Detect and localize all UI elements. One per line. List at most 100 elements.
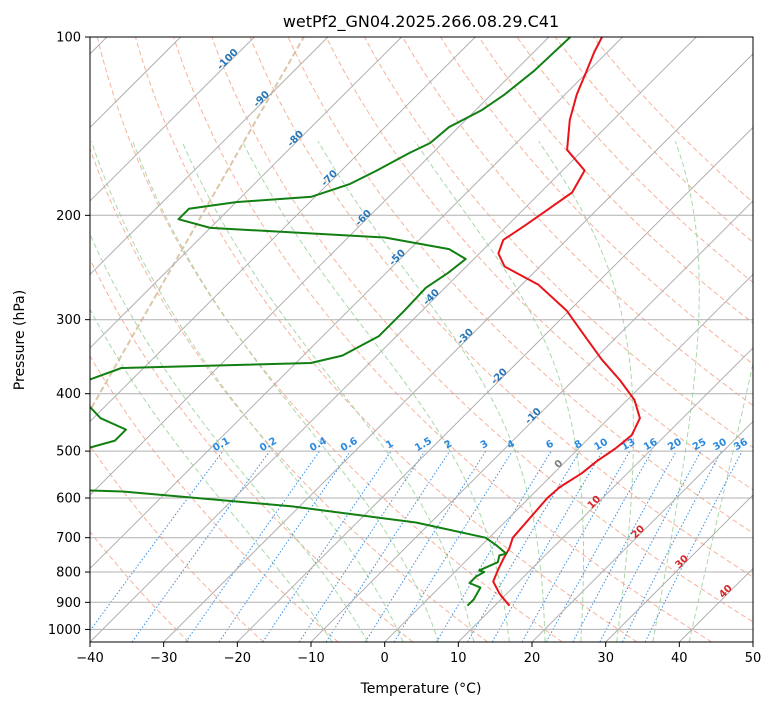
mixing-ratio-label: 6: [544, 438, 556, 451]
isotherm-label: 40: [717, 583, 735, 601]
mixing-ratio-line: [572, 450, 677, 642]
dry-adiabat-line: [402, 37, 753, 407]
y-tick-label: 900: [56, 596, 81, 611]
y-tick-label: 300: [56, 313, 81, 328]
isotherm-line: [310, 200, 753, 642]
mixing-ratio-line: [90, 450, 224, 632]
temperature-profile-line: [492, 37, 641, 607]
dry-adiabat-line: [90, 355, 339, 642]
mixing-ratio-line: [325, 450, 451, 642]
moist-adiabat-line: [90, 141, 404, 642]
isotherm-line: [90, 37, 623, 570]
dry-adiabat-line: [211, 37, 753, 623]
dry-adiabat-line: [90, 147, 488, 642]
moist-adiabats: [90, 141, 753, 642]
mixing-ratio-line: [298, 450, 426, 642]
dry-adiabat-line: [440, 37, 753, 365]
x-tick-label: −20: [224, 651, 251, 666]
isotherm-label: -80: [286, 129, 307, 150]
chart-title: wetPf2_GN04.2025.266.08.29.C41: [283, 12, 559, 32]
y-tick-label: 1000: [48, 623, 81, 638]
dry-adiabat-line: [287, 37, 753, 534]
y-axis-ticks: 100 200 300 400 500 600 700 800 900 1000: [48, 31, 90, 638]
mixing-ratio-label: 8: [573, 438, 585, 451]
mixing-ratio-line: [393, 450, 513, 642]
mixing-ratio-line: [599, 450, 702, 642]
isotherm-line: [90, 37, 550, 496]
dry-adiabat-line: [592, 37, 753, 204]
dry-adiabat-line: [478, 37, 753, 324]
y-tick-label: 500: [56, 445, 81, 460]
x-tick-label: 10: [450, 651, 467, 666]
x-axis-ticks: −40 −30 −20 −10 0 10 20 30 40 50: [76, 642, 761, 666]
isotherm-label: 10: [586, 494, 604, 512]
dewpoint-profile-line: [90, 37, 571, 607]
dry-adiabat-line: [516, 37, 753, 284]
y-axis-label: Pressure (hPa): [12, 290, 28, 390]
plot-frame: [89, 36, 754, 643]
y-tick-label: 700: [56, 531, 81, 546]
profile-series: [90, 37, 641, 607]
isotherm-line: [531, 420, 753, 642]
mixing-ratio-line: [218, 450, 351, 642]
moist-adiabat-line: [538, 141, 634, 642]
frost-point-curve: [90, 37, 305, 413]
mixing-ratio-label: 2: [443, 438, 455, 451]
isotherm-line: [90, 37, 476, 423]
dry-adiabat-line: [325, 37, 753, 491]
plot-area: -100-90-80-70-60-50-40-30-20-10010203040…: [90, 37, 753, 642]
isotherm-line: [678, 567, 753, 642]
x-tick-label: −40: [76, 651, 103, 666]
moist-adiabat-line: [317, 141, 546, 642]
isotherm-line: [457, 347, 753, 642]
x-tick-label: 20: [524, 651, 541, 666]
mixing-ratio-label: 4: [505, 438, 517, 451]
mixing-ratio-line: [185, 450, 321, 642]
dry-adiabat-line: [90, 445, 264, 642]
isotherm-line: [384, 273, 753, 642]
isotherm-line: [605, 494, 753, 642]
y-tick-label: 800: [56, 566, 81, 581]
isotherm-line: [752, 641, 753, 642]
mixing-ratio-label: 1: [384, 438, 396, 451]
dry-adiabat-line: [90, 258, 414, 642]
mixing-ratio-line: [364, 450, 487, 642]
x-tick-label: 50: [745, 651, 762, 666]
x-tick-label: −10: [297, 651, 324, 666]
x-tick-label: 40: [671, 651, 688, 666]
isotherm-label: -10: [523, 406, 544, 427]
isotherm-label: 20: [630, 523, 648, 541]
isotherm-label: 0: [553, 458, 566, 471]
isotherm-label: -70: [319, 168, 340, 189]
isotherm-label: 30: [673, 553, 691, 571]
moist-adiabat-line: [90, 232, 369, 642]
y-tick-label: 100: [56, 31, 81, 46]
dry-adiabat-line: [363, 37, 753, 449]
dry-adiabat-line: [173, 37, 712, 642]
moist-adiabat-line: [688, 361, 753, 642]
isotherm-line: [236, 126, 753, 642]
isotherm-label: -50: [387, 248, 408, 269]
mixing-ratio-line: [262, 450, 392, 642]
mixing-ratio-line: [621, 450, 722, 642]
mixing-ratio-line: [644, 450, 743, 642]
isotherm-label: -20: [489, 367, 510, 388]
dry-adiabat-line: [134, 37, 638, 642]
x-tick-label: −30: [150, 651, 177, 666]
isotherm-line: [90, 37, 255, 202]
mixing-ratio-lines: [90, 450, 743, 642]
x-axis-label: Temperature (°C): [360, 681, 482, 697]
isobars: [90, 37, 753, 630]
mixing-ratio-line: [131, 450, 271, 642]
isotherms: [90, 37, 753, 642]
x-tick-label: 0: [381, 651, 389, 666]
y-tick-label: 200: [56, 209, 81, 224]
isotherm-label: -90: [252, 89, 273, 110]
mixing-ratio-line: [521, 450, 631, 642]
frost-curve-line: [90, 37, 305, 413]
y-tick-label: 600: [56, 492, 81, 507]
mixing-ratio-line: [435, 450, 552, 642]
isotherm-line: [90, 37, 697, 642]
isotherm-line: [90, 37, 402, 349]
